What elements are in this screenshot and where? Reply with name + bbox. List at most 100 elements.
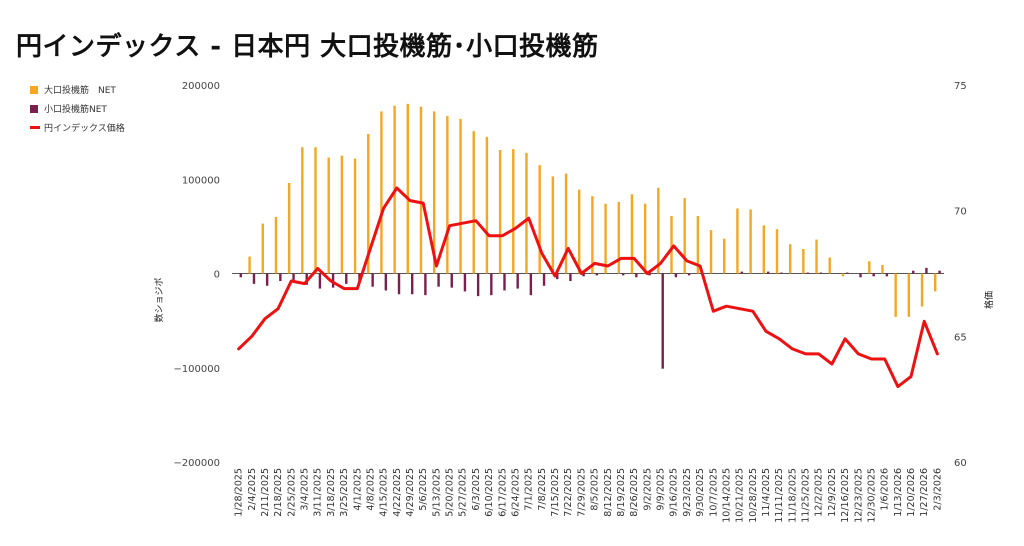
legend-item-large-speculators: 大口投機筋 NET bbox=[30, 80, 125, 99]
bar-large-speculators bbox=[380, 111, 383, 274]
bar-small-speculators bbox=[846, 272, 849, 274]
x-tick-label: 12/23/2025 bbox=[853, 468, 864, 523]
x-tick-label: 9/16/2025 bbox=[669, 468, 680, 517]
bar-small-speculators bbox=[292, 273, 295, 282]
bar-large-speculators bbox=[353, 158, 357, 274]
bar-small-speculators bbox=[806, 272, 809, 274]
bar-large-speculators bbox=[802, 248, 805, 274]
bar-small-speculators bbox=[371, 273, 374, 287]
x-axis: 1/28/2025 2/4/2025 2/11/2025 2/18/2025 2/25/… bbox=[234, 468, 944, 523]
left-tick-label: 0 bbox=[214, 270, 220, 281]
bar-series bbox=[239, 103, 941, 369]
legend-swatch-large bbox=[30, 85, 38, 94]
bar-large-speculators bbox=[683, 198, 686, 274]
bar-small-speculators bbox=[279, 273, 282, 282]
bar-large-speculators bbox=[881, 265, 884, 274]
x-tick-label: 2/3/2026 bbox=[932, 468, 943, 511]
x-tick-label: 5/20/2025 bbox=[445, 468, 456, 517]
bar-small-speculators bbox=[503, 273, 506, 291]
bar-small-speculators bbox=[476, 273, 480, 297]
bar-large-speculators bbox=[459, 118, 462, 274]
legend-label-large: 大口投機筋 NET bbox=[44, 86, 116, 96]
left-tick-label: −100000 bbox=[173, 364, 220, 375]
x-tick-label: 1/20/2026 bbox=[906, 468, 917, 517]
bar-small-speculators bbox=[569, 273, 572, 282]
bar-large-speculators bbox=[512, 149, 515, 274]
legend-swatch-small bbox=[30, 104, 38, 113]
right-tick-label: 60 bbox=[954, 458, 967, 469]
legend-label-price: 円インデックス価格 bbox=[44, 124, 125, 134]
bar-small-speculators bbox=[424, 273, 427, 296]
x-tick-label: 3/11/2025 bbox=[313, 468, 324, 517]
bar-large-speculators bbox=[485, 136, 489, 274]
x-tick-label: 9/23/2025 bbox=[682, 468, 693, 517]
bar-small-speculators bbox=[252, 273, 256, 284]
bar-large-speculators bbox=[920, 273, 924, 307]
bar-large-speculators bbox=[788, 244, 792, 274]
right-tick-label: 70 bbox=[954, 207, 967, 218]
x-tick-label: 10/14/2025 bbox=[721, 468, 732, 523]
bar-small-speculators bbox=[542, 273, 546, 286]
bar-large-speculators bbox=[696, 216, 700, 274]
x-tick-label: 5/27/2025 bbox=[458, 468, 469, 517]
bar-small-speculators bbox=[437, 273, 440, 287]
x-tick-label: 12/16/2025 bbox=[840, 468, 851, 523]
bar-large-speculators bbox=[419, 106, 423, 274]
x-tick-label: 1/6/2026 bbox=[880, 468, 891, 511]
bar-large-speculators bbox=[617, 201, 620, 274]
x-tick-label: 5/13/2025 bbox=[431, 468, 442, 517]
bar-large-speculators bbox=[261, 223, 264, 274]
chart-legend: 大口投機筋 NET 小口投機筋NET 円インデックス価格 bbox=[30, 80, 125, 137]
x-tick-label: 2/4/2025 bbox=[247, 468, 258, 511]
bar-large-speculators bbox=[723, 238, 726, 274]
x-tick-label: 1/28/2025 bbox=[234, 468, 245, 517]
bar-small-speculators bbox=[819, 272, 823, 274]
bar-large-speculators bbox=[604, 203, 607, 274]
x-tick-label: 11/18/2025 bbox=[787, 468, 798, 523]
x-tick-label: 6/3/2025 bbox=[471, 468, 482, 511]
bar-large-speculators bbox=[327, 157, 330, 274]
bar-large-speculators bbox=[868, 261, 871, 274]
bar-small-speculators bbox=[239, 273, 242, 278]
x-tick-label: 9/2/2025 bbox=[642, 468, 653, 511]
x-tick-label: 4/22/2025 bbox=[392, 468, 403, 517]
bar-large-speculators bbox=[894, 273, 897, 317]
bar-large-speculators bbox=[736, 208, 739, 274]
bar-small-speculators bbox=[859, 273, 862, 278]
bar-large-speculators bbox=[749, 209, 752, 274]
x-tick-label: 9/30/2025 bbox=[695, 468, 706, 517]
x-tick-label: 8/26/2025 bbox=[629, 468, 640, 517]
x-tick-label: 2/18/2025 bbox=[273, 468, 284, 517]
x-tick-label: 12/2/2025 bbox=[814, 468, 825, 517]
bar-small-speculators bbox=[635, 273, 638, 278]
x-tick-label: 2/25/2025 bbox=[286, 468, 297, 517]
bar-small-speculators bbox=[595, 273, 598, 276]
bar-large-speculators bbox=[538, 165, 541, 274]
legend-swatch-price bbox=[30, 126, 40, 129]
bar-large-speculators bbox=[907, 273, 911, 317]
bar-small-speculators bbox=[516, 273, 519, 289]
bar-small-speculators bbox=[621, 273, 625, 276]
bar-large-speculators bbox=[340, 155, 344, 274]
bar-small-speculators bbox=[925, 267, 928, 274]
x-tick-label: 4/15/2025 bbox=[379, 468, 390, 517]
bar-small-speculators bbox=[661, 273, 664, 369]
bar-small-speculators bbox=[529, 273, 533, 296]
bar-large-speculators bbox=[815, 239, 818, 274]
bar-small-speculators bbox=[384, 273, 388, 291]
x-tick-label: 4/1/2025 bbox=[352, 468, 363, 511]
bar-small-speculators bbox=[265, 273, 269, 286]
left-tick-label: 100000 bbox=[182, 175, 220, 186]
left-tick-label: 200000 bbox=[182, 81, 220, 92]
right-tick-label: 75 bbox=[954, 81, 967, 92]
bar-large-speculators bbox=[498, 150, 502, 274]
x-tick-label: 7/29/2025 bbox=[576, 468, 587, 517]
x-tick-label: 10/21/2025 bbox=[735, 468, 746, 523]
x-tick-label: 3/25/2025 bbox=[339, 468, 350, 517]
x-tick-label: 7/8/2025 bbox=[537, 468, 548, 511]
x-tick-label: 8/12/2025 bbox=[603, 468, 614, 517]
bar-large-speculators bbox=[841, 273, 845, 277]
bar-large-speculators bbox=[578, 189, 581, 274]
bar-small-speculators bbox=[463, 273, 467, 292]
